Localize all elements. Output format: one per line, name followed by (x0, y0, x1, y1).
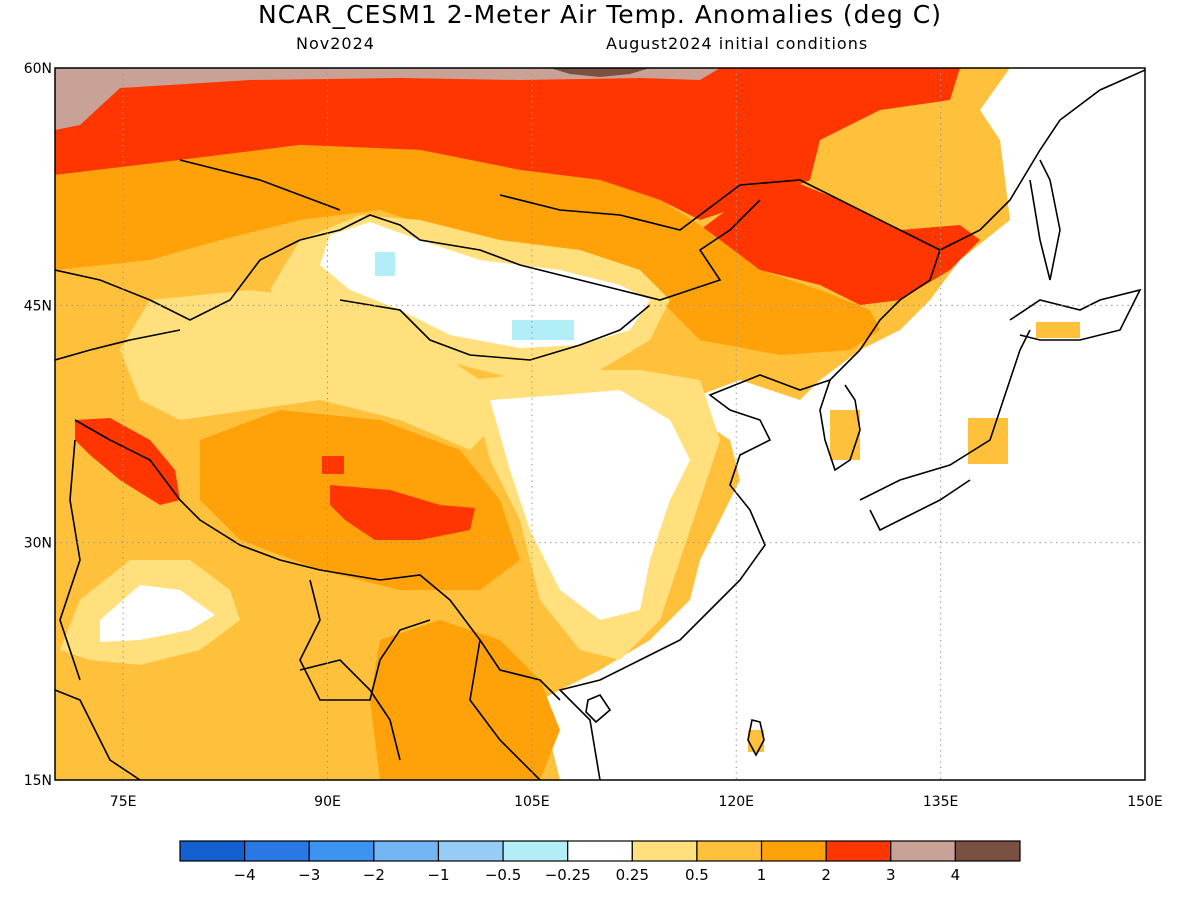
colorbar-swatch (502, 840, 569, 862)
field-taiwan-orange (748, 730, 764, 752)
coastline-hainan (585, 694, 612, 724)
field-kashmir-red (75, 418, 180, 505)
border-tibet-south (74, 419, 451, 601)
field-manchuria-red (700, 180, 980, 305)
field-tarim-yellow (120, 290, 500, 450)
border-china-mongolia (299, 199, 761, 301)
map-title: NCAR_CESM1 2-Meter Air Temp. Anomalies (… (258, 0, 942, 29)
lon-label: 150E (1127, 794, 1163, 810)
colorbar-tick-label: 0.25 (616, 866, 649, 884)
field-mongolia-blue-2 (375, 252, 395, 276)
colorbar-swatch (825, 840, 892, 862)
colorbar-tick-label: 2 (821, 866, 831, 884)
colorbar-swatch (308, 840, 375, 862)
field-hokkaido-orange (1036, 322, 1080, 338)
longitude-labels: 75E 90E 105E 120E 135E 150E (110, 794, 1163, 810)
colorbar-tick-label: −3 (298, 866, 320, 884)
border-central-asia (55, 239, 301, 361)
coastline-korea (819, 379, 861, 472)
colorbar-tick-label: 1 (757, 866, 767, 884)
map-frame (54, 67, 1146, 781)
border-indochina (449, 599, 561, 780)
field-tibet-red-2 (322, 456, 344, 474)
anomaly-fields (55, 68, 1145, 780)
colorbar-swatch (373, 840, 440, 862)
coastline-japan-south (869, 479, 971, 532)
field-north-brown (550, 68, 650, 77)
colorbar-swatch (244, 840, 310, 862)
coastline-sakhalin (1029, 159, 1061, 281)
colorbar: −4 −3 −2 −1 −0.5 −0.25 0.25 0.5 1 2 3 4 (179, 840, 1021, 884)
colorbar-swatch (179, 840, 246, 862)
field-north-orange (55, 145, 880, 355)
border-pakistan-india (59, 439, 81, 681)
lat-label: 15N (24, 773, 52, 789)
lon-label: 90E (314, 794, 341, 810)
colorbar-tick-label: −0.25 (545, 866, 591, 884)
colorbar-tick-label: −2 (363, 866, 385, 884)
colorbar-swatch (954, 840, 1021, 862)
lon-label: 135E (923, 794, 959, 810)
border-india-myanmar (299, 579, 431, 701)
latitude-labels: 60N 45N 30N 15N (24, 61, 52, 789)
coastline-japan-honshu (859, 329, 1031, 501)
colorbar-tick-label: 3 (886, 866, 896, 884)
field-china-white (490, 390, 690, 620)
field-indochina-orange (370, 620, 560, 780)
coastline-india-bay (55, 659, 401, 780)
map-gridlines (55, 68, 1145, 780)
lat-label: 60N (24, 61, 52, 77)
colorbar-swatch (696, 840, 763, 862)
colorbar-tick-label: −0.5 (485, 866, 521, 884)
coastlines-and-borders (55, 69, 1145, 780)
border-mongolia-south (339, 299, 651, 361)
initial-conditions: August2024 initial conditions (606, 34, 869, 53)
lat-label: 45N (24, 298, 52, 314)
coastline-taiwan (747, 719, 765, 757)
lon-label: 120E (718, 794, 754, 810)
colorbar-swatch (631, 840, 698, 862)
coastline-hokkaido (1009, 288, 1142, 341)
field-mongolia-blue (512, 320, 574, 340)
field-north-grey (55, 68, 720, 130)
colorbar-tick-label: 4 (951, 866, 961, 884)
lat-label: 30N (24, 536, 52, 552)
colorbar-swatch (567, 840, 633, 862)
colorbar-tick-label: 0.5 (685, 866, 709, 884)
colorbar-swatch (890, 840, 956, 862)
border-china-north (179, 159, 941, 251)
field-korea-orange (830, 410, 860, 460)
field-india-white (100, 585, 215, 642)
field-tibet-red (330, 485, 475, 540)
forecast-month: Nov2024 (296, 34, 375, 53)
field-mongolia-white (320, 222, 650, 348)
colorbar-swatch (760, 840, 827, 862)
field-north-red (55, 68, 960, 220)
colorbar-tick-label: −4 (234, 866, 256, 884)
colorbar-tick-label: −1 (427, 866, 449, 884)
lon-label: 105E (514, 794, 550, 810)
coastline-china-east (558, 69, 1145, 780)
lon-label: 75E (110, 794, 137, 810)
colorbar-swatch (437, 840, 504, 862)
